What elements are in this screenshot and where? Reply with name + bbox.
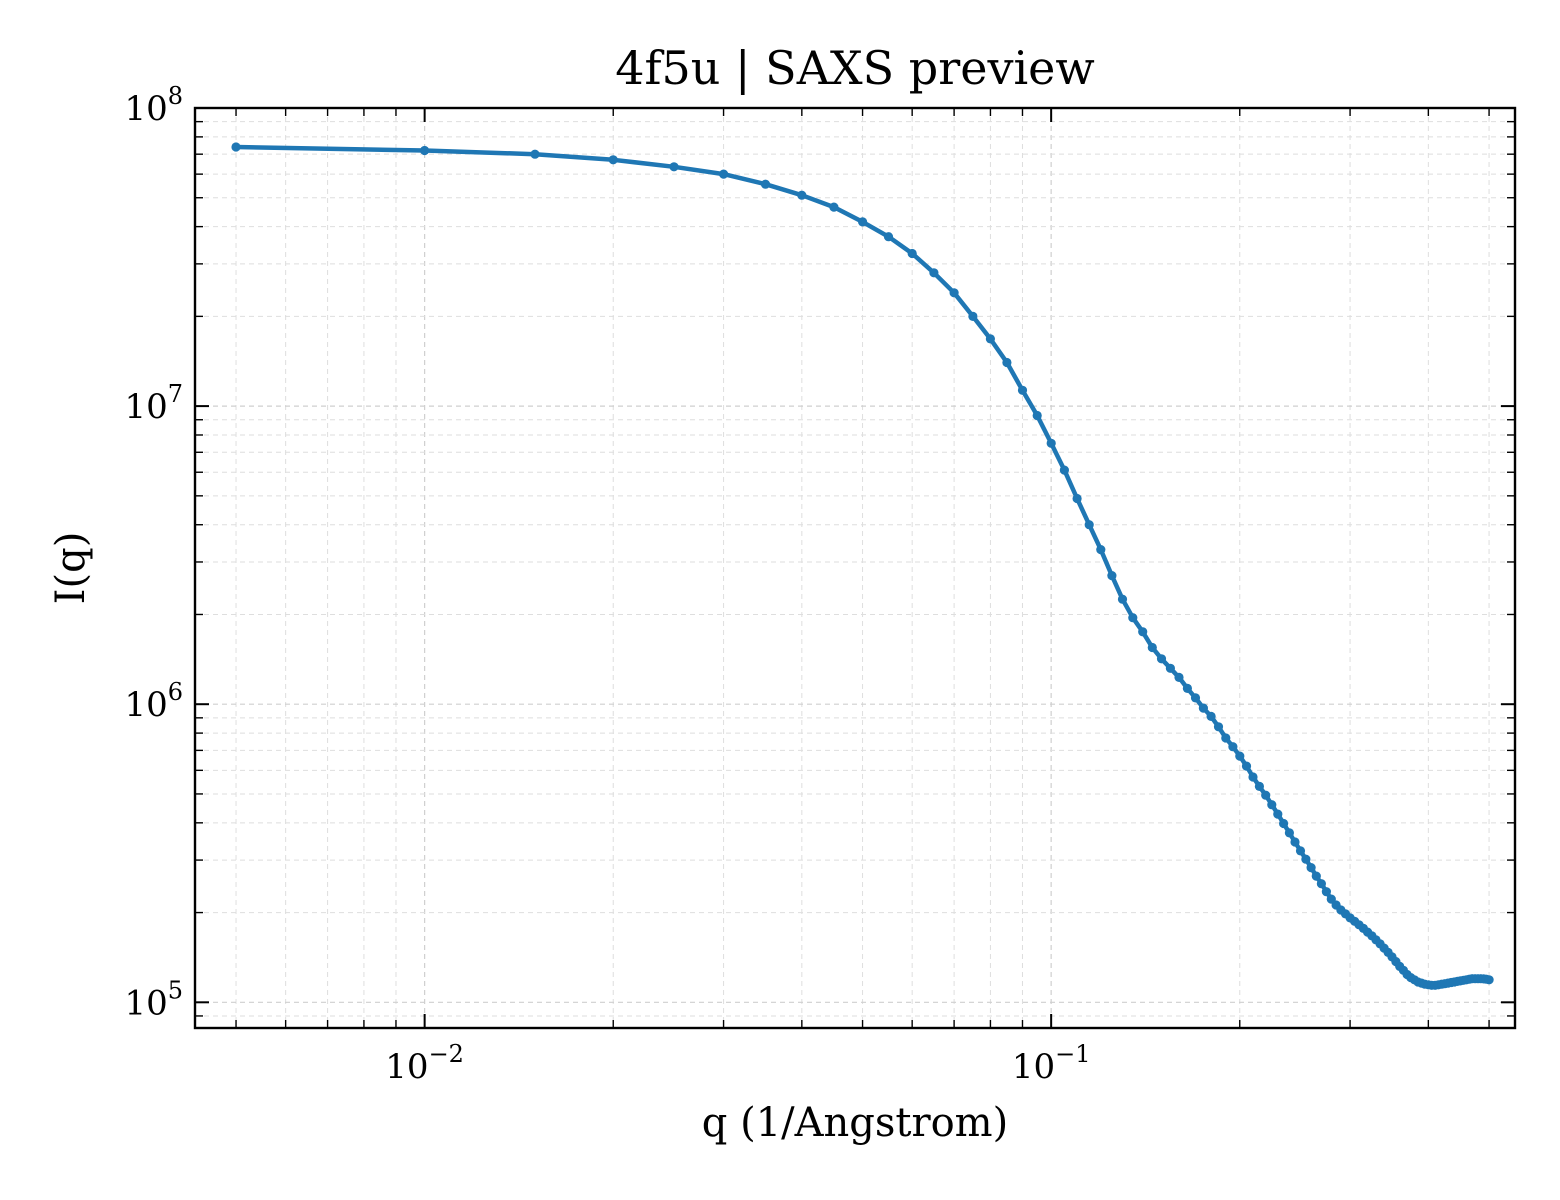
chart-title: 4f5u | SAXS preview — [615, 41, 1095, 95]
data-point — [1198, 703, 1208, 713]
data-point — [1290, 837, 1300, 847]
data-point — [1046, 438, 1056, 448]
data-point — [231, 142, 241, 152]
data-point — [1213, 722, 1224, 732]
data-point — [1206, 711, 1216, 722]
y-tick-label: 105 — [124, 976, 183, 1023]
data-point — [1235, 751, 1245, 761]
data-point — [1084, 520, 1094, 530]
data-point — [1072, 493, 1082, 504]
data-point — [907, 248, 917, 259]
data-point — [1241, 761, 1252, 771]
data-point — [669, 162, 679, 172]
data-point — [1306, 863, 1316, 873]
data-point — [1190, 693, 1201, 703]
series-layer — [231, 142, 1494, 990]
data-point — [949, 288, 959, 298]
x-axis-label: q (1/Angstrom) — [702, 1100, 1008, 1146]
data-point — [1017, 385, 1028, 395]
x-tick-label: 10−2 — [385, 1040, 464, 1087]
x-tick-label: 10−1 — [1012, 1040, 1091, 1087]
data-point — [1228, 742, 1238, 752]
data-point — [1321, 887, 1331, 897]
data-point — [1096, 545, 1106, 555]
data-point — [1032, 410, 1042, 421]
data-point — [608, 155, 618, 165]
data-point — [1059, 465, 1069, 475]
y-tick-label: 106 — [124, 678, 183, 725]
data-point — [760, 179, 771, 189]
data-point — [929, 268, 939, 278]
data-point — [1248, 772, 1258, 782]
plot-frame — [193, 106, 1517, 1030]
data-point — [1182, 683, 1192, 694]
data-point — [1301, 854, 1311, 864]
y-tick-label: 108 — [124, 82, 183, 129]
tick-labels: 10−2 10−1 105 106 107 108 — [124, 82, 1090, 1087]
grid — [195, 107, 1515, 1028]
data-point — [1138, 627, 1148, 637]
data-point — [1117, 594, 1128, 604]
data-point — [797, 190, 807, 200]
data-point — [1128, 613, 1138, 623]
data-point — [858, 217, 868, 227]
y-axis-label: I(q) — [48, 532, 94, 605]
data-point — [420, 145, 430, 156]
data-point — [1311, 871, 1321, 881]
data-point — [883, 232, 894, 242]
data-point — [719, 169, 729, 179]
data-point — [1284, 828, 1294, 838]
data-point — [1107, 571, 1117, 581]
data-point — [829, 202, 839, 212]
data-point — [1267, 800, 1277, 810]
data-point — [1221, 733, 1231, 743]
data-point — [1174, 672, 1184, 683]
data-point — [1273, 809, 1283, 819]
data-point — [1156, 654, 1167, 664]
data-point — [1165, 663, 1175, 673]
data-point — [1295, 846, 1306, 856]
data-point — [1002, 357, 1012, 368]
data-point — [530, 149, 540, 159]
data-point — [1484, 975, 1494, 985]
data-point — [1261, 790, 1271, 800]
y-tick-label: 107 — [124, 380, 183, 427]
data-point — [968, 311, 978, 321]
data-point — [1316, 879, 1326, 889]
data-point — [985, 334, 996, 344]
data-point — [1147, 642, 1157, 653]
data-point — [1254, 781, 1264, 792]
data-point — [1279, 818, 1289, 829]
